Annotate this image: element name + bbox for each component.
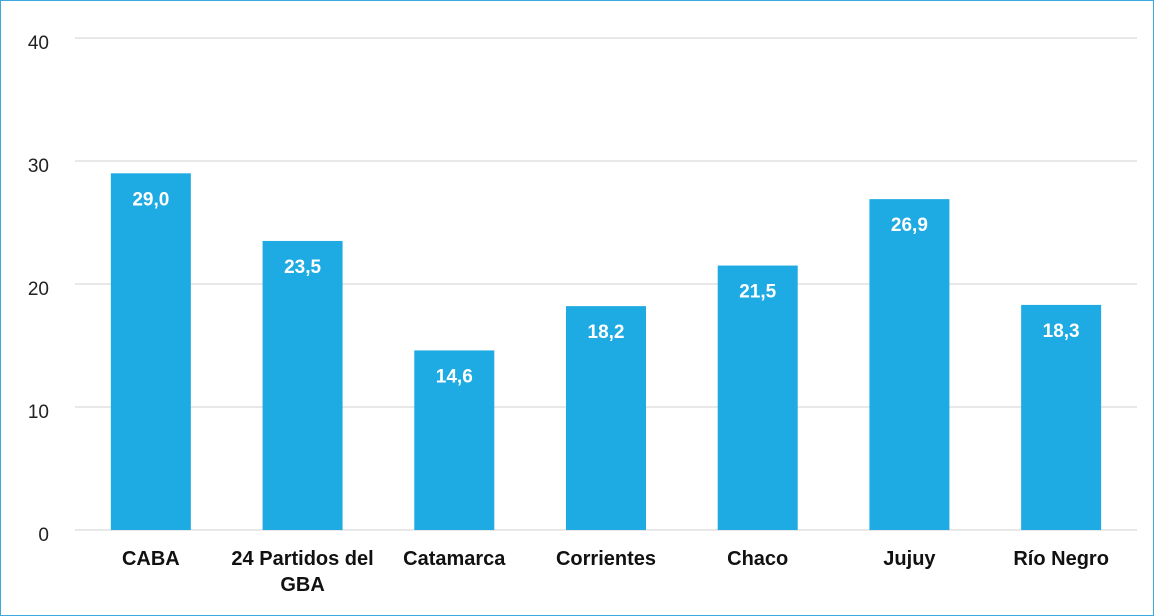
y-tick-label: 10 [28, 402, 49, 423]
value-label: 18,2 [588, 322, 625, 343]
bar [110, 173, 191, 531]
value-label: 21,5 [739, 282, 776, 303]
bar [262, 240, 343, 530]
x-tick-label: Corrientes [555, 548, 657, 570]
value-label: 14,6 [436, 366, 473, 387]
bar [869, 199, 950, 530]
y-tick-label: 0 [38, 525, 49, 546]
x-tick-label: Chaco [727, 548, 789, 570]
y-tick-label: 40 [28, 33, 49, 54]
x-tick-label: Catamarca [403, 548, 506, 570]
value-label: 23,5 [284, 257, 321, 278]
bar [717, 265, 798, 530]
value-label: 18,3 [1043, 321, 1080, 342]
x-tick-label: Río Negro [1013, 548, 1109, 570]
value-label: 26,9 [891, 215, 928, 236]
x-tick-label: 24 Partidos del GBA [231, 548, 374, 596]
bar [1021, 304, 1102, 530]
x-tick-label: CABA [121, 548, 180, 570]
x-tick-label: Jujuy [883, 548, 936, 570]
bar [414, 350, 495, 530]
bar [566, 306, 646, 530]
y-tick-label: 20 [28, 279, 49, 300]
value-label: 29,0 [132, 189, 169, 210]
y-tick-label: 30 [28, 156, 49, 177]
